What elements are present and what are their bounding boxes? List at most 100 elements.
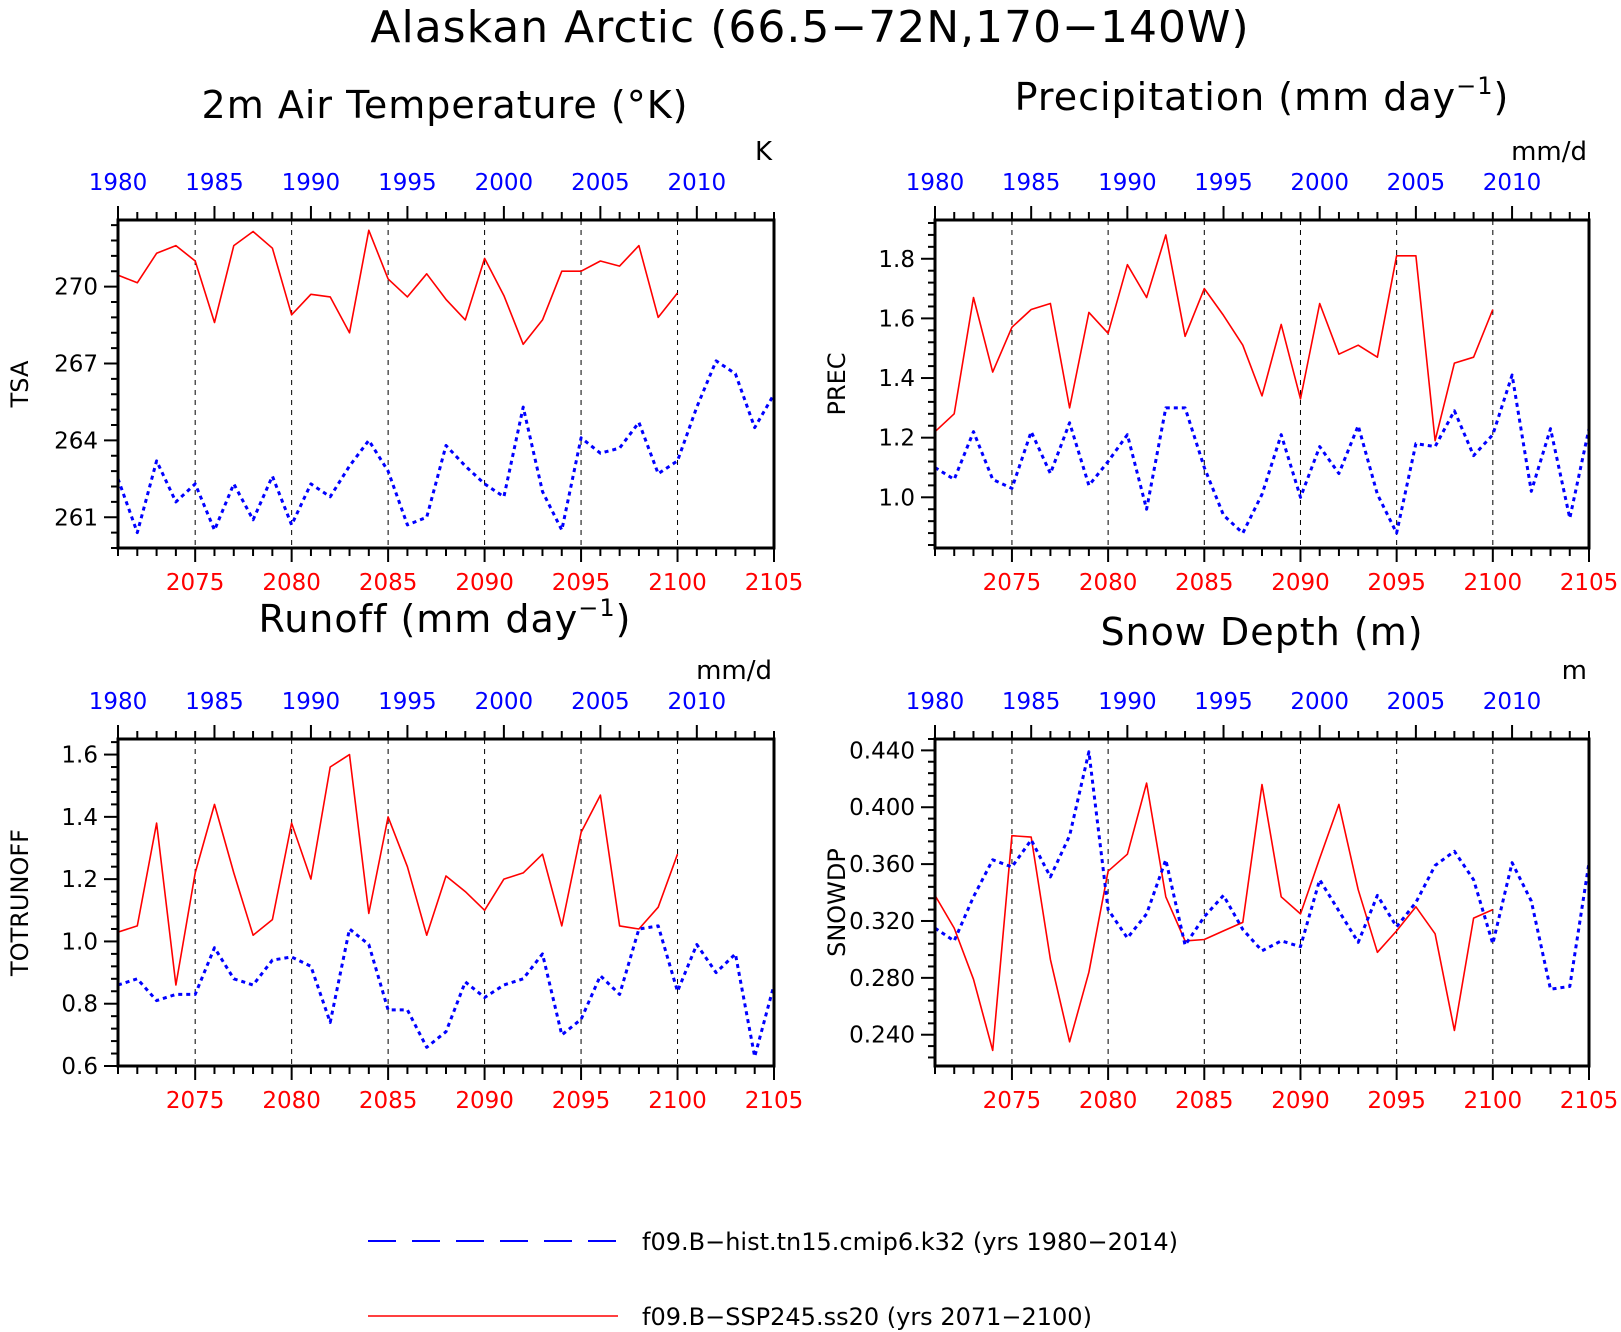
- series-line-historical: [116, 359, 776, 535]
- bottom-tick-label: 2080: [1079, 1088, 1138, 1114]
- legend-label-0: f09.B−hist.tn15.cmip6.k32 (yrs 1980−2014…: [642, 1228, 1178, 1256]
- y-tick-label: 1.8: [878, 247, 915, 273]
- bottom-tick-label: 2090: [1271, 1088, 1330, 1114]
- y-tick-label: 0.6: [61, 1054, 98, 1080]
- panel-title-superscript: −1: [578, 594, 615, 622]
- y-tick-label: 1.0: [878, 485, 915, 511]
- top-tick-label: 2010: [1483, 689, 1542, 715]
- bottom-tick-label: 2085: [1175, 570, 1234, 596]
- y-tick-label: 270: [54, 275, 98, 301]
- bottom-tick-label: 2095: [552, 1088, 611, 1114]
- top-tick-label: 2000: [1290, 689, 1349, 715]
- series-line-historical: [934, 373, 1591, 535]
- y-tick-label: 1.6: [878, 306, 915, 332]
- top-tick-label: 1985: [1002, 170, 1061, 196]
- top-tick-label: 2005: [571, 170, 630, 196]
- panel-title-superscript: −1: [1456, 72, 1493, 100]
- chart-panel-snowdp: Snow Depth (m) m SNOWDP 2075 2080 2085 2090 209…: [823, 610, 1618, 1114]
- y-tick-label: 0.240: [849, 1023, 915, 1049]
- plot-frame: [933, 218, 1591, 550]
- bottom-tick-label: 2080: [262, 1088, 321, 1114]
- y-tick-label: 1.0: [61, 929, 98, 955]
- bottom-tick-label: 2100: [1464, 1088, 1523, 1114]
- bottom-tick-label: 2085: [359, 570, 418, 596]
- top-tick-label: 1980: [89, 689, 148, 715]
- y-tick-label: 0.280: [849, 966, 915, 992]
- series-line-ssp245: [117, 229, 679, 346]
- top-tick-label: 1995: [378, 689, 437, 715]
- y-tick-label: 0.360: [849, 852, 915, 878]
- bottom-tick-label: 2090: [1271, 570, 1330, 596]
- y-tick-label: 267: [54, 352, 98, 378]
- top-tick-label: 2005: [1387, 689, 1446, 715]
- bottom-tick-label: 2095: [1367, 1088, 1426, 1114]
- panel-title-main: Snow Depth (m): [1100, 610, 1423, 654]
- panel-title-end: ): [616, 597, 632, 641]
- y-axis-label: TSA: [6, 360, 34, 408]
- top-tick-label: 1980: [906, 170, 965, 196]
- plot-frame: [933, 737, 1591, 1068]
- bottom-tick-label: 2100: [1464, 570, 1523, 596]
- panel-title: Runoff (mm day−1): [259, 594, 632, 641]
- top-tick-label: 1990: [1098, 689, 1157, 715]
- y-tick-label: 1.6: [61, 743, 98, 769]
- units-label: mm/d: [1511, 137, 1587, 167]
- units-label: K: [755, 137, 773, 167]
- series-line-ssp245: [117, 753, 679, 986]
- top-tick-label: 1995: [1194, 170, 1253, 196]
- top-tick-label: 2010: [668, 170, 727, 196]
- top-tick-label: 1990: [282, 689, 341, 715]
- top-tick-label: 2000: [475, 170, 534, 196]
- bottom-tick-label: 2085: [1175, 1088, 1234, 1114]
- y-axis-label: SNOWDP: [823, 848, 851, 957]
- panel-title: Snow Depth (m): [1100, 610, 1423, 654]
- y-tick-label: 1.2: [61, 867, 98, 893]
- series-line-historical: [117, 924, 776, 1059]
- bottom-tick-label: 2080: [262, 570, 321, 596]
- top-tick-label: 1995: [378, 170, 437, 196]
- top-tick-label: 1980: [906, 689, 965, 715]
- bottom-tick-label: 2075: [166, 1088, 225, 1114]
- y-tick-label: 264: [54, 428, 98, 454]
- top-tick-label: 1985: [1002, 689, 1061, 715]
- panel-title-end: ): [1494, 75, 1510, 119]
- plot-frame: [116, 737, 776, 1068]
- y-tick-label: 0.400: [849, 795, 915, 821]
- bottom-tick-label: 2085: [359, 1088, 418, 1114]
- bottom-tick-label: 2100: [648, 570, 707, 596]
- top-tick-label: 2010: [1483, 170, 1542, 196]
- top-tick-label: 1990: [1098, 170, 1157, 196]
- top-tick-label: 1985: [185, 689, 244, 715]
- legend-label-1: f09.B−SSP245.ss20 (yrs 2071−2100): [642, 1303, 1092, 1331]
- units-label: mm/d: [696, 656, 772, 686]
- chart-panel-prec: Precipitation (mm day−1)mm/d PREC 2075 2080…: [823, 72, 1618, 596]
- y-tick-label: 1.4: [878, 366, 915, 392]
- bottom-tick-label: 2095: [552, 570, 611, 596]
- bottom-tick-label: 2105: [745, 570, 804, 596]
- top-tick-label: 2000: [1290, 170, 1349, 196]
- units-label: m: [1562, 656, 1587, 686]
- legend: f09.B−hist.tn15.cmip6.k32 (yrs 1980−2014…: [368, 1228, 1178, 1331]
- top-tick-label: 2005: [1387, 170, 1446, 196]
- bottom-tick-label: 2105: [745, 1088, 804, 1114]
- panel-title: Precipitation (mm day−1): [1015, 72, 1510, 119]
- bottom-tick-label: 2095: [1367, 570, 1426, 596]
- bottom-tick-label: 2075: [166, 570, 225, 596]
- y-tick-label: 0.8: [61, 992, 98, 1018]
- bottom-tick-label: 2100: [648, 1088, 707, 1114]
- y-tick-label: 0.440: [849, 738, 915, 764]
- y-tick-label: 261: [54, 505, 98, 531]
- top-tick-label: 1990: [282, 170, 341, 196]
- series-line-ssp245: [934, 782, 1494, 1052]
- bottom-tick-label: 2090: [455, 1088, 514, 1114]
- panels: 2m Air Temperature (°K) K TSA 2075 2080 2085 2…: [6, 72, 1618, 1114]
- top-tick-label: 2005: [571, 689, 630, 715]
- panel-title-main: Runoff (mm day: [259, 597, 579, 641]
- bottom-tick-label: 2105: [1560, 570, 1619, 596]
- chart-panel-totrunoff: Runoff (mm day−1) mm/d TOTRUNOFF 2075 2080 20…: [6, 594, 803, 1114]
- series-line-historical: [934, 750, 1591, 991]
- panel-title: 2m Air Temperature (°K): [202, 83, 689, 127]
- top-tick-label: 2000: [475, 689, 534, 715]
- y-tick-label: 1.2: [878, 426, 915, 452]
